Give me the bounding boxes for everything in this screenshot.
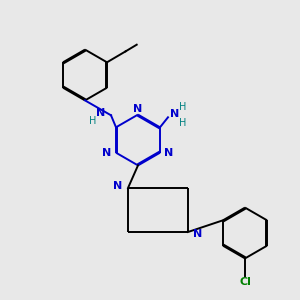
Text: N: N [96,108,106,118]
Text: N: N [170,109,180,119]
Text: N: N [113,181,123,191]
Text: N: N [102,148,112,158]
Text: H: H [89,116,97,126]
Text: H: H [179,102,187,112]
Text: Cl: Cl [239,277,251,287]
Text: H: H [179,118,187,128]
Text: N: N [194,229,202,239]
Text: N: N [134,103,142,114]
Text: N: N [164,148,174,158]
